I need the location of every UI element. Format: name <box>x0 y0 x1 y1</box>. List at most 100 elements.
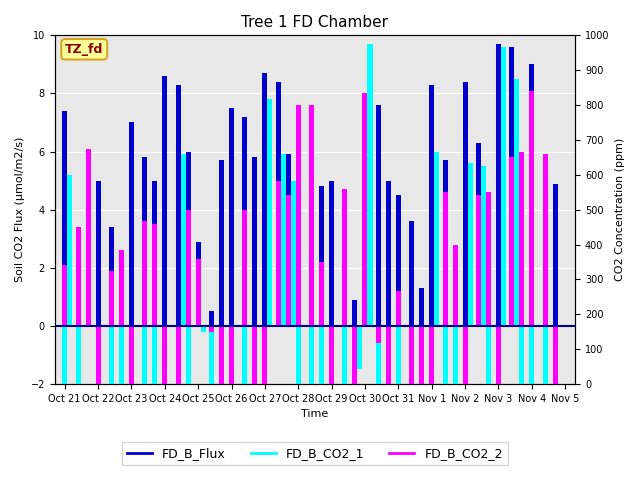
Bar <box>386 326 391 384</box>
Bar <box>186 326 191 384</box>
Bar <box>163 326 167 384</box>
Text: TZ_fd: TZ_fd <box>65 43 104 56</box>
Bar <box>501 47 506 326</box>
Bar <box>95 326 100 384</box>
X-axis label: Time: Time <box>301 409 328 419</box>
Bar <box>76 227 81 326</box>
Bar <box>209 312 214 326</box>
Bar <box>529 91 534 326</box>
Bar <box>553 326 557 384</box>
Bar <box>443 160 447 326</box>
Bar <box>296 131 301 326</box>
Bar <box>396 291 401 326</box>
Bar <box>367 44 372 326</box>
Bar <box>76 230 81 326</box>
Bar <box>219 326 224 384</box>
Bar <box>229 326 234 384</box>
Bar <box>543 326 548 384</box>
Bar <box>268 99 273 326</box>
Bar <box>62 111 67 326</box>
Bar <box>396 326 401 384</box>
Bar <box>342 189 348 326</box>
Bar <box>386 326 391 384</box>
Bar <box>163 326 167 384</box>
Bar <box>262 326 268 384</box>
Bar <box>252 326 257 384</box>
Bar <box>243 326 248 384</box>
Bar <box>262 73 268 326</box>
Bar <box>180 155 186 326</box>
Bar <box>452 326 458 384</box>
Bar <box>95 180 100 326</box>
Bar <box>376 326 381 384</box>
Bar <box>486 192 491 326</box>
Bar <box>329 180 334 326</box>
Y-axis label: CO2 Concentration (ppm): CO2 Concentration (ppm) <box>615 138 625 281</box>
Bar <box>486 326 491 384</box>
Bar <box>409 326 414 384</box>
Bar <box>129 326 134 384</box>
Bar <box>319 186 324 326</box>
Bar <box>376 326 381 343</box>
Bar <box>519 152 524 326</box>
Bar <box>515 79 519 326</box>
Bar <box>86 186 90 326</box>
Bar <box>175 326 180 384</box>
Bar <box>209 326 214 332</box>
Bar <box>376 105 381 326</box>
Bar <box>285 195 291 326</box>
Bar <box>276 82 281 326</box>
Bar <box>252 157 257 326</box>
Bar <box>329 326 334 384</box>
Bar <box>409 326 414 384</box>
Bar <box>386 180 391 326</box>
Bar <box>262 326 268 384</box>
Bar <box>463 82 468 326</box>
Bar <box>229 326 234 384</box>
Bar <box>86 149 90 326</box>
Bar <box>229 108 234 326</box>
Bar <box>152 180 157 326</box>
Legend: FD_B_Flux, FD_B_CO2_1, FD_B_CO2_2: FD_B_Flux, FD_B_CO2_1, FD_B_CO2_2 <box>122 442 508 465</box>
Bar <box>358 326 362 370</box>
Bar <box>519 166 524 326</box>
Bar <box>409 221 414 326</box>
Bar <box>129 122 134 326</box>
Bar <box>281 155 285 326</box>
Bar <box>152 326 157 384</box>
Bar <box>429 326 434 384</box>
Bar <box>119 326 124 384</box>
Bar <box>309 137 314 326</box>
Bar <box>452 244 458 326</box>
Bar <box>196 241 201 326</box>
Bar <box>109 326 114 384</box>
Bar <box>209 326 214 384</box>
Bar <box>296 326 301 384</box>
Bar <box>62 326 67 384</box>
Bar <box>468 163 472 326</box>
Bar <box>496 44 501 326</box>
Bar <box>553 326 557 384</box>
Bar <box>353 300 358 326</box>
Bar <box>76 326 81 384</box>
Bar <box>252 326 257 384</box>
Bar <box>529 326 534 384</box>
Bar <box>142 157 147 326</box>
Bar <box>496 326 501 384</box>
Bar <box>419 326 424 384</box>
Bar <box>243 210 248 326</box>
Bar <box>119 276 124 326</box>
Bar <box>509 47 515 326</box>
Bar <box>175 85 180 326</box>
Bar <box>543 155 548 326</box>
Bar <box>219 326 224 384</box>
Bar <box>353 326 358 384</box>
Bar <box>342 326 348 384</box>
Bar <box>243 117 248 326</box>
Bar <box>186 210 191 326</box>
Bar <box>129 326 134 384</box>
Bar <box>362 114 367 326</box>
Bar <box>481 166 486 326</box>
Bar <box>142 326 147 384</box>
Y-axis label: Soil CO2 Flux (μmol/m2/s): Soil CO2 Flux (μmol/m2/s) <box>15 137 25 282</box>
